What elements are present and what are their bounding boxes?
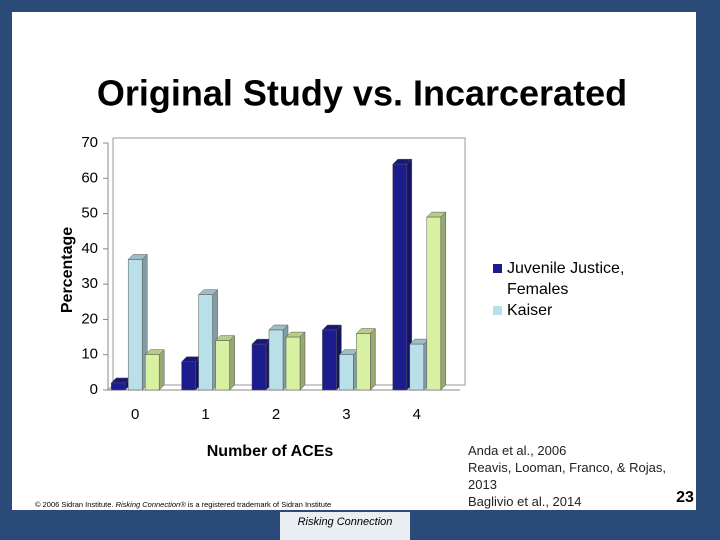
bar-side <box>158 349 165 391</box>
citation: Anda et al., 2006 <box>468 443 567 458</box>
bar <box>268 329 284 391</box>
y-tick-label: 50 <box>81 205 98 222</box>
bar <box>285 336 301 391</box>
copyright: © 2006 Sidran Institute. Risking Connect… <box>35 500 331 509</box>
citation: Baglivio et al., 2014 <box>468 494 582 509</box>
y-tick-label: 0 <box>90 381 98 398</box>
legend-swatch <box>493 306 502 315</box>
legend-label: Kaiser <box>507 302 553 319</box>
copyright-text: © 2006 Sidran Institute. <box>35 500 116 509</box>
x-tick-label: 4 <box>413 406 421 423</box>
y-tick-label: 30 <box>81 275 98 292</box>
bar <box>110 382 126 391</box>
copyright-text: Risking Connection® <box>116 500 187 509</box>
bar <box>127 259 143 391</box>
bar <box>356 333 371 391</box>
copyright-text: is a registered trademark of Sidran Inst… <box>186 500 332 509</box>
citations: Anda et al., 2006 Reavis, Looman, Franco,… <box>468 442 668 510</box>
y-tick-label: 40 <box>81 240 98 257</box>
citation: Reavis, Looman, Franco, & Rojas, 2013 <box>468 460 666 492</box>
bar-side <box>229 334 235 391</box>
y-axis-label: Percentage <box>59 227 76 313</box>
bar <box>392 163 408 391</box>
x-tick-label: 2 <box>272 406 280 423</box>
bar <box>426 216 442 391</box>
chart-title: Original Study vs. Incarcerated <box>97 73 627 114</box>
bar <box>409 343 425 391</box>
y-tick-label: 10 <box>81 346 98 363</box>
bar <box>339 354 354 391</box>
legend-item: Juvenile Justice, Females <box>493 258 653 300</box>
y-tick-label: 60 <box>81 169 98 186</box>
legend: Juvenile Justice, Females Kaiser <box>493 258 653 321</box>
x-axis-label: Number of ACEs <box>207 443 334 460</box>
bar <box>144 354 160 391</box>
bar-side <box>440 211 447 391</box>
y-tick-label: 20 <box>81 310 98 327</box>
logo: Risking Connection <box>298 516 393 528</box>
legend-swatch <box>493 264 502 273</box>
bar <box>322 329 337 391</box>
x-tick-label: 0 <box>131 406 139 423</box>
logo-box <box>280 512 410 540</box>
legend-label: Juvenile Justice, Females <box>507 260 625 298</box>
legend-item: Kaiser <box>493 300 653 321</box>
x-tick-label: 1 <box>201 406 209 423</box>
page-number: 23 <box>676 489 694 506</box>
bar-side <box>370 327 376 391</box>
bar <box>181 361 196 391</box>
bar <box>198 294 213 391</box>
x-tick-label: 3 <box>342 406 350 423</box>
bar <box>251 343 267 391</box>
bar-side <box>299 331 306 391</box>
y-tick-label: 70 <box>81 134 98 151</box>
bar <box>215 340 230 391</box>
slide-body <box>12 12 696 510</box>
